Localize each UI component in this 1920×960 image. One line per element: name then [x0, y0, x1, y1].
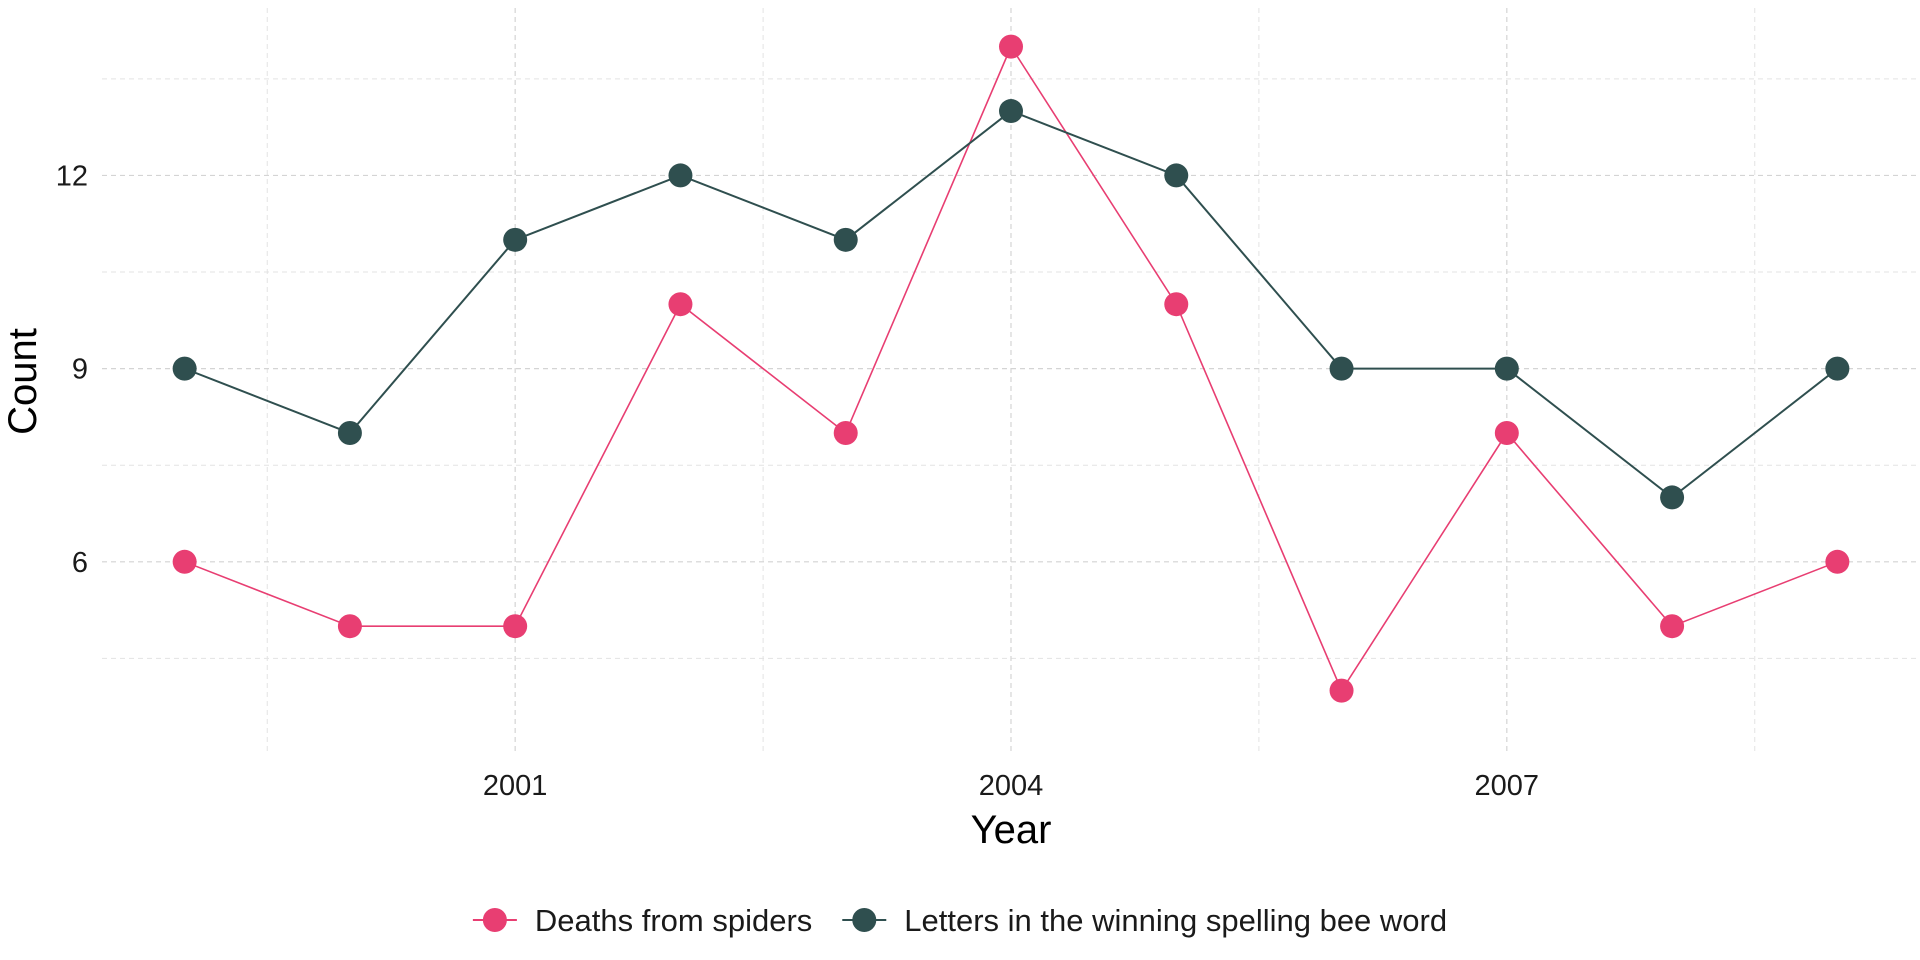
data-point	[1494, 421, 1519, 446]
data-point	[1825, 356, 1850, 381]
data-point	[503, 227, 528, 252]
data-point	[1660, 614, 1685, 639]
data-point	[172, 549, 197, 574]
data-point	[1329, 678, 1354, 703]
grid	[102, 8, 1920, 755]
data-point	[1494, 356, 1519, 381]
x-tick-label: 2001	[483, 770, 548, 802]
data-point	[503, 614, 528, 639]
series-line	[184, 109, 1838, 499]
data-point	[999, 34, 1023, 59]
tick-labels: 6 9 12 2001 2004 2007	[56, 160, 1539, 802]
data-point	[1825, 549, 1850, 574]
legend-label: Letters in the winning spelling bee word	[904, 903, 1447, 938]
y-axis-title: Count	[1, 328, 45, 435]
data-point	[833, 227, 858, 252]
series-1	[172, 34, 1850, 703]
legend: Deaths from spiders Letters in the winnin…	[472, 903, 1447, 938]
legend-marker	[852, 908, 877, 932]
legend-label: Deaths from spiders	[535, 903, 812, 938]
x-tick-label: 2007	[1475, 770, 1540, 802]
data-point	[1329, 356, 1354, 381]
data-point	[1164, 163, 1189, 188]
data-point	[999, 99, 1023, 124]
data-point	[668, 292, 693, 317]
x-axis-title: Year	[971, 808, 1052, 852]
data-point	[833, 421, 858, 446]
y-tick-label: 12	[56, 160, 88, 192]
data-point	[172, 356, 197, 381]
legend-item-1: Deaths from spiders	[472, 903, 812, 938]
legend-item-2: Letters in the winning spelling bee word	[842, 903, 1447, 938]
data-point	[337, 421, 362, 446]
legend-marker	[482, 908, 507, 932]
data-point	[337, 614, 362, 639]
series-layer	[172, 34, 1850, 703]
data-point	[668, 163, 693, 188]
data-point	[1660, 485, 1685, 510]
y-tick-label: 9	[72, 354, 88, 386]
y-tick-label: 6	[72, 547, 88, 579]
data-point	[1164, 292, 1189, 317]
x-tick-label: 2004	[979, 770, 1044, 802]
series-2	[172, 99, 1850, 510]
